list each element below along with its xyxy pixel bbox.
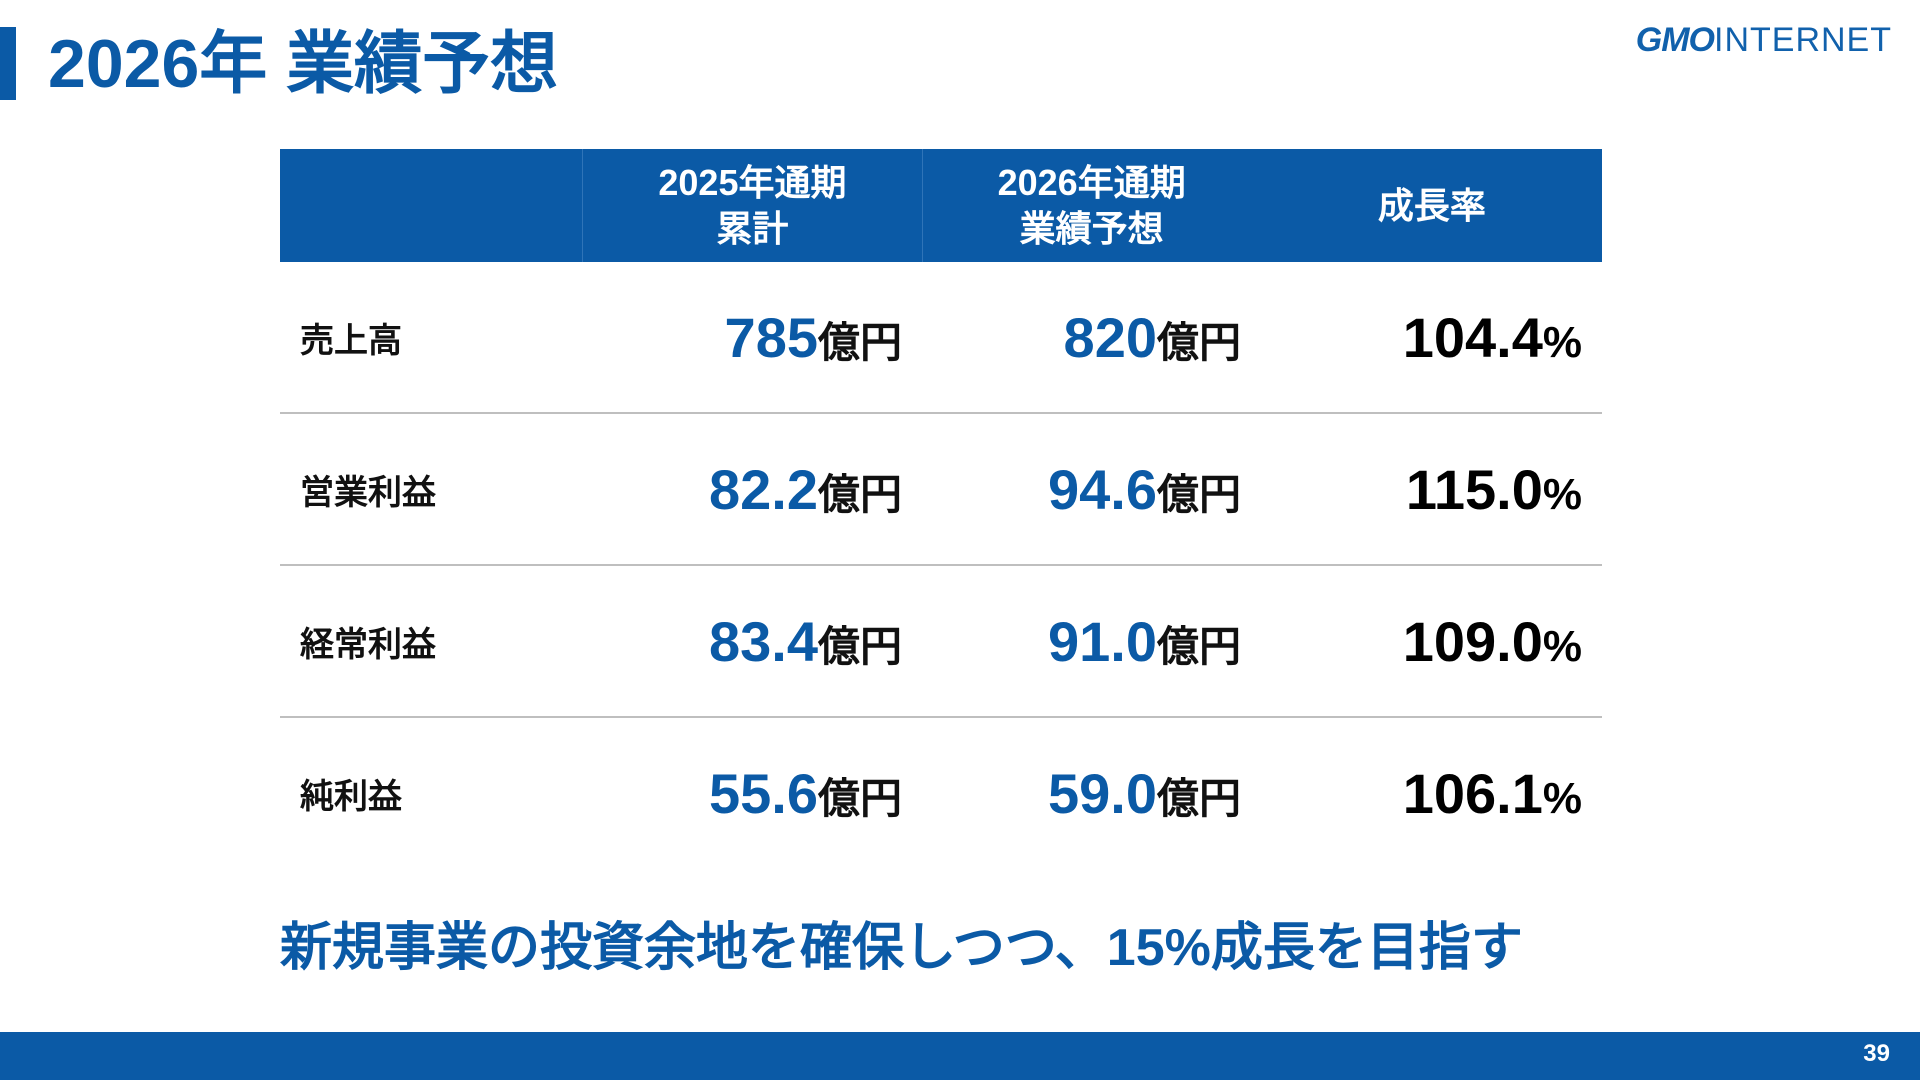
page-number: 39 [1863, 1040, 1890, 1067]
value-unit: 億円 [817, 622, 902, 670]
logo: GMOINTERNET [1636, 22, 1892, 58]
value-unit: % [1542, 621, 1582, 671]
value-cell: 55.6億円 [583, 761, 922, 826]
column-header-line: 累計 [716, 207, 789, 249]
value-cell: 94.6億円 [922, 457, 1261, 522]
value-number: 104.4 [1402, 305, 1543, 369]
value-unit: 億円 [1156, 318, 1241, 366]
column-header: 2026年通期 業績予想 [921, 149, 1261, 262]
column-header-line: 業績予想 [1019, 207, 1164, 249]
logo-name: INTERNET [1714, 21, 1892, 59]
value-cell: 115.0% [1261, 457, 1602, 522]
table-row: 売上高 785億円 820億円 104.4% [280, 262, 1602, 414]
row-label: 営業利益 [300, 473, 436, 512]
value-number: 785 [724, 305, 818, 369]
value-cell: 91.0億円 [922, 609, 1261, 674]
row-label: 純利益 [300, 777, 402, 816]
value-number: 59.0 [1047, 761, 1157, 825]
value-number: 109.0 [1402, 609, 1543, 673]
value-cell: 785億円 [583, 305, 922, 370]
value-unit: 億円 [817, 470, 902, 518]
value-cell: 104.4% [1261, 305, 1602, 370]
value-cell: 109.0% [1261, 609, 1602, 674]
forecast-table: 2025年通期 累計 2026年通期 業績予想 成長率 売上高 785億円 820億円 104… [280, 149, 1602, 868]
table-row: 営業利益 82.2億円 94.6億円 115.0% [280, 414, 1602, 566]
value-number: 820 [1063, 305, 1157, 369]
table-header: 2025年通期 累計 2026年通期 業績予想 成長率 [280, 149, 1602, 262]
slide-title: 2026年 業績予想 [48, 26, 559, 102]
value-unit: 億円 [1156, 622, 1241, 670]
header-blank [280, 149, 582, 262]
message: 新規事業の投資余地を確保しつつ、15%成長を目指す [280, 919, 1523, 977]
value-unit: % [1542, 469, 1582, 519]
value-unit: 億円 [1156, 470, 1241, 518]
column-header-line: 2026年通期 [997, 161, 1186, 203]
column-header-line: 成長率 [1377, 184, 1486, 226]
value-cell: 83.4億円 [583, 609, 922, 674]
logo-mark: GMO [1635, 21, 1715, 59]
value-number: 83.4 [708, 609, 818, 673]
column-header-line: 2025年通期 [658, 161, 847, 203]
title-accent [0, 27, 16, 100]
row-label: 売上高 [300, 321, 402, 360]
table-row: 経常利益 83.4億円 91.0億円 109.0% [280, 566, 1602, 718]
value-cell: 106.1% [1261, 761, 1602, 826]
table-row: 純利益 55.6億円 59.0億円 106.1% [280, 718, 1602, 868]
value-cell: 820億円 [922, 305, 1261, 370]
value-cell: 59.0億円 [922, 761, 1261, 826]
value-unit: % [1542, 317, 1582, 367]
value-number: 91.0 [1047, 609, 1157, 673]
value-unit: % [1542, 773, 1582, 823]
value-number: 106.1 [1402, 761, 1543, 825]
row-label: 経常利益 [300, 625, 436, 664]
footer-bar: 39 [0, 1032, 1920, 1080]
value-number: 94.6 [1047, 457, 1157, 521]
value-cell: 82.2億円 [583, 457, 922, 522]
column-header: 2025年通期 累計 [582, 149, 921, 262]
value-number: 115.0 [1405, 457, 1543, 521]
column-header: 成長率 [1260, 149, 1602, 262]
value-unit: 億円 [817, 774, 902, 822]
value-unit: 億円 [817, 318, 902, 366]
value-number: 55.6 [708, 761, 818, 825]
value-unit: 億円 [1156, 774, 1241, 822]
value-number: 82.2 [708, 457, 818, 521]
